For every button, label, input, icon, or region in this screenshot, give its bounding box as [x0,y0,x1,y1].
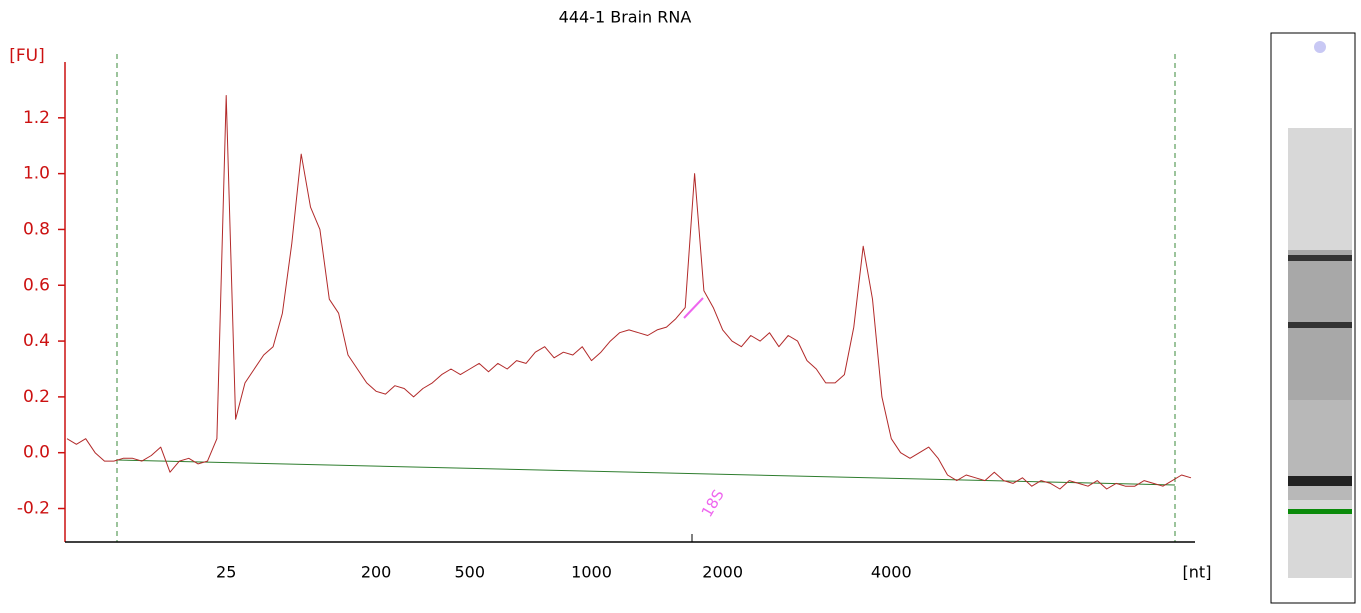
gel-lane [1270,32,1356,604]
x-tick-label: 4000 [871,563,912,582]
chart-title: 444-1 Brain RNA [559,8,692,27]
y-tick-label: 0.0 [23,443,50,463]
gel-marker-band [1288,509,1352,514]
y-tick-label: 1.2 [23,108,50,128]
gel-band [1288,255,1352,261]
gel-well [1314,41,1326,53]
x-axis-label: [nt] [1183,563,1212,582]
x-tick-label: 2000 [702,563,743,582]
x-tick-label: 500 [454,563,485,582]
x-tick-label: 200 [361,563,392,582]
y-tick-label: 0.6 [23,275,50,295]
y-tick-label: 1.0 [23,164,50,184]
y-tick-label: 0.4 [23,331,50,351]
y-tick-label: -0.2 [17,499,50,519]
baseline [116,459,1176,486]
gel-band [1288,322,1352,328]
y-tick-label: 0.8 [23,219,50,239]
y-axis-label: [FU] [9,46,45,66]
x-tick-label: 25 [216,563,236,582]
x-tick-label: 1000 [571,563,612,582]
peak-annotation: 18S [698,486,728,520]
trace [66,95,1192,490]
peak-fit [683,297,704,319]
gel-band [1288,476,1352,486]
y-tick-label: 0.2 [23,387,50,407]
